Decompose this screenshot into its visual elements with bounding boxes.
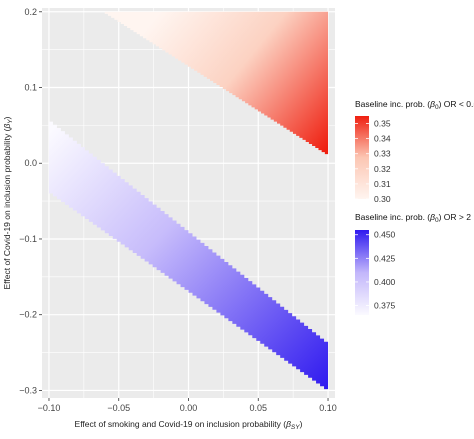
legend-colorbar <box>355 116 369 199</box>
y-axis-title: Effect of Covid-19 on inclusion probabil… <box>2 116 14 289</box>
y-tick-label: 0.0 <box>24 158 37 168</box>
y-tick-label: −0.1 <box>19 234 37 244</box>
data-regions <box>48 11 329 392</box>
x-tick-label: 0.05 <box>249 403 267 413</box>
y-tick-label: 0.2 <box>24 7 37 17</box>
legend-tick-label: 0.375 <box>374 301 396 311</box>
legend-tick-label: 0.425 <box>374 253 396 263</box>
legend-tick-label: 0.450 <box>374 230 396 240</box>
x-tick-label: −0.10 <box>38 403 61 413</box>
legend-title: Baseline inc. prob. (β0) OR < 0.5 <box>355 99 474 111</box>
legend-tick-label: 0.30 <box>374 194 391 204</box>
x-tick-label: 0.10 <box>319 403 337 413</box>
legend-tick-label: 0.35 <box>374 119 391 129</box>
x-tick-label: −0.05 <box>107 403 130 413</box>
legend: Baseline inc. prob. (β0) OR < 0.5 0.30 0.3… <box>355 99 474 315</box>
axes: −0.10 −0.05 0.00 0.05 0.10 −0.3 −0.2 −0.1 0.0 0.1… <box>19 7 337 413</box>
region-or-below-0.5 <box>104 11 329 155</box>
legend-title: Baseline inc. prob. (β0) OR > 2 <box>355 212 471 224</box>
legend-tick-label: 0.33 <box>374 149 391 159</box>
legend-colorbar <box>355 230 369 315</box>
region-or-above-2 <box>48 121 329 392</box>
legend-tick-label: 0.400 <box>374 277 396 287</box>
legend-tick-label: 0.32 <box>374 164 391 174</box>
legend-tick-label: 0.31 <box>374 179 391 189</box>
y-tick-label: −0.2 <box>19 310 37 320</box>
x-axis-title: Effect of smoking and Covid-19 on inclus… <box>75 419 303 431</box>
x-tick-label: 0.00 <box>180 403 198 413</box>
y-tick-label: −0.3 <box>19 385 37 395</box>
y-tick-label: 0.1 <box>24 83 37 93</box>
legend-tick-label: 0.34 <box>374 134 391 144</box>
